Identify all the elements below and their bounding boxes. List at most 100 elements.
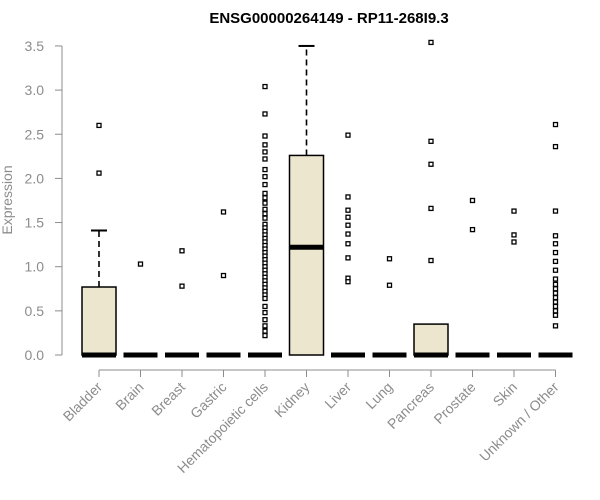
outlier-point [345,279,351,285]
outlier-point [428,205,434,212]
outlier-point [220,272,227,279]
y-tick-label: 2.0 [25,170,45,186]
outlier-point [262,328,268,334]
x-tick-label: Bladder [60,379,106,425]
outlier-point [552,294,559,301]
outlier-point [552,323,559,329]
outlier-point [262,142,268,148]
outlier-point [262,206,268,212]
outlier-point [262,166,268,173]
outlier-point [262,211,268,217]
box-group [206,209,241,358]
y-axis: 0.0 0.5 1.0 1.5 2.0 2.5 3.0 3.5 [25,38,63,363]
outlier-point [428,138,434,144]
box-group [455,197,490,358]
outlier-point [262,173,268,180]
outlier-point [345,132,351,138]
outlier-point [262,149,268,155]
outlier-point [345,255,351,261]
outlier-point [345,207,351,213]
y-tick-label: 3.5 [25,38,45,54]
outlier-point [552,276,559,282]
outlier-point [552,267,559,273]
x-tick-label: Liver [321,379,354,412]
y-tick-label: 1.0 [25,259,45,275]
y-tick-label: 0.0 [25,347,45,363]
outlier-point [262,303,268,310]
outlier-point [345,222,351,228]
x-tick-label: Breast [148,379,188,419]
outlier-point [262,190,268,197]
y-axis-label: Expression [0,165,15,234]
outlier-point [552,290,559,296]
x-tick-label: Unknown / Other [476,379,562,465]
outlier-point [511,208,517,214]
outlier-point [552,286,559,292]
outlier-point [552,299,559,305]
outlier-point [96,170,102,176]
outlier-point [386,282,393,288]
box-group [331,132,365,358]
outlier-point [137,261,144,267]
y-tick-label: 2.5 [25,126,45,142]
outlier-point [428,257,434,264]
x-tick-label: Kidney [271,379,313,421]
y-tick-label: 3.0 [25,82,45,98]
x-tick-label: Skin [490,379,521,410]
outlier-point [469,226,476,233]
outlier-point [552,121,559,128]
outlier-point [552,233,559,239]
outlier-point [428,39,434,46]
outlier-point [552,303,559,310]
box-group [413,39,449,358]
outlier-point [345,194,351,200]
outlier-point [262,317,268,323]
box-group [123,261,158,358]
x-tick-label: Prostate [430,379,478,427]
box-group [165,248,199,358]
outlier-point [262,133,268,139]
outlier-point [262,195,268,201]
box-group [288,44,325,356]
outlier-point [552,208,559,214]
box-group [497,208,531,358]
x-tick-label: Lung [362,379,395,412]
outlier-point [179,248,185,254]
outlier-point [552,143,559,150]
box [288,154,325,356]
outlier-point [262,181,268,188]
outlier-point [96,122,102,129]
outlier-point [262,200,268,206]
box [81,286,117,356]
box-group [538,121,573,358]
box-group [372,256,407,358]
outlier-point [428,161,434,167]
outlier-point [511,239,517,245]
x-tick-label: Brain [112,379,146,413]
outlier-point [469,197,476,204]
outlier-point [552,258,559,265]
outlier-point [262,156,268,162]
outlier-point [386,256,393,262]
outlier-point [345,231,351,237]
y-tick-label: 0.5 [25,303,45,319]
box-group [248,83,282,358]
box-group [81,122,117,358]
outlier-point [262,295,268,302]
outlier-point [552,312,559,318]
outlier-point [262,309,268,316]
outlier-point [262,111,268,117]
outlier-point [262,332,268,339]
y-tick-label: 1.5 [25,215,45,231]
outlier-point [262,83,268,90]
outlier-point [220,209,227,215]
box [413,323,449,356]
chart-title: ENSG00000264149 - RP11-268I9.3 [209,10,448,27]
outlier-point [262,215,268,221]
outlier-point [262,323,268,329]
outlier-point [552,249,559,256]
boxes-group [81,39,573,358]
outlier-point [345,214,351,220]
